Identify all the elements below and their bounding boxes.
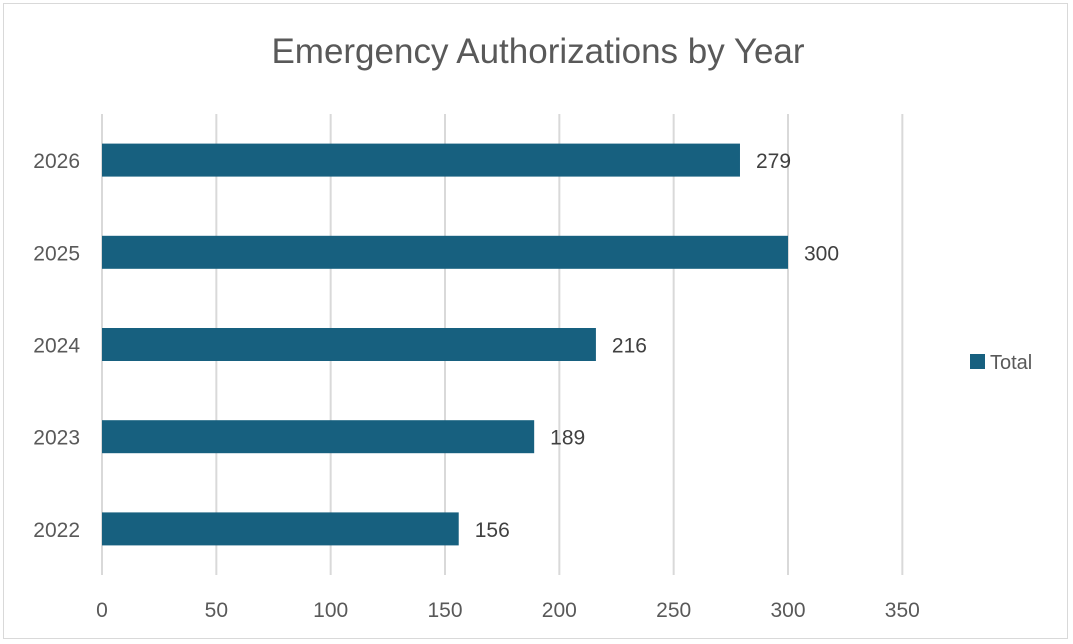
data-labels: 156 189 216 300 279 (475, 150, 839, 542)
x-tick-label: 0 (96, 599, 108, 622)
x-tick-label: 100 (313, 599, 348, 622)
legend-label: Total (990, 352, 1032, 374)
bars (102, 143, 788, 546)
y-tick-label: 2025 (33, 242, 80, 265)
x-tick-label: 50 (205, 599, 228, 622)
x-tick-label: 300 (770, 599, 805, 622)
chart-title: Emergency Authorizations by Year (271, 32, 804, 71)
data-label: 300 (804, 242, 839, 265)
data-label: 216 (612, 335, 647, 358)
y-tick-label: 2026 (33, 150, 80, 173)
bar-2022 (102, 512, 459, 546)
y-axis-labels: 2022 2023 2024 2025 2026 (33, 150, 80, 542)
data-label: 156 (475, 519, 510, 542)
legend: Total (970, 352, 1032, 374)
x-tick-label: 150 (427, 599, 462, 622)
y-tick-label: 2022 (33, 519, 80, 542)
bar-2026 (102, 143, 740, 177)
bar-2023 (102, 420, 535, 454)
data-label: 189 (550, 427, 585, 450)
x-tick-label: 200 (542, 599, 577, 622)
x-tick-label: 350 (885, 599, 920, 622)
data-label: 279 (756, 150, 791, 173)
x-tick-label: 250 (656, 599, 691, 622)
y-tick-label: 2023 (33, 427, 80, 450)
bar-2024 (102, 328, 596, 361)
bar-2025 (102, 235, 788, 269)
y-tick-label: 2024 (33, 335, 80, 358)
legend-swatch (970, 354, 985, 369)
x-axis-labels: 0 50 100 150 200 250 300 350 (96, 599, 920, 622)
